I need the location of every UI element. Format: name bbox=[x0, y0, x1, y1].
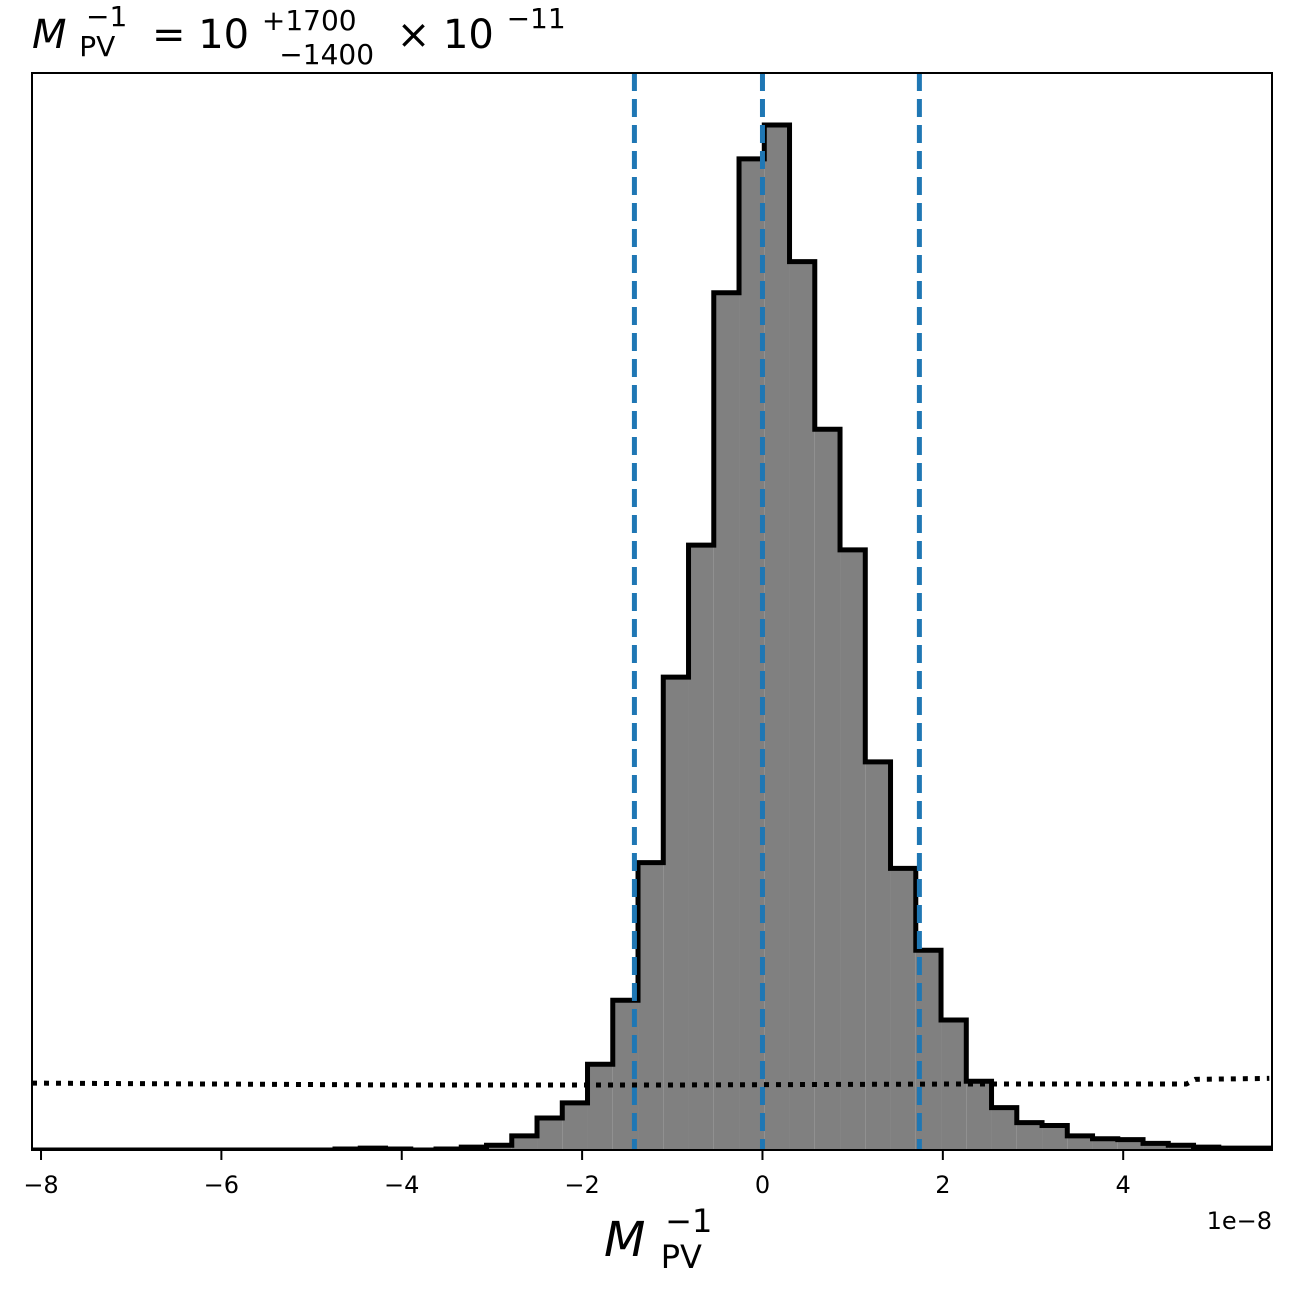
xlabel-sup: −1 bbox=[665, 1202, 712, 1240]
histogram-bar bbox=[890, 868, 916, 1150]
histogram-bar bbox=[562, 1102, 588, 1150]
plot-frame bbox=[31, 72, 1273, 1151]
histogram-bar bbox=[1117, 1139, 1144, 1150]
x-axis: −8 −6 −4 −2 0 2 4 bbox=[23, 1150, 1131, 1199]
chart-title: M PV −1 = 10 +1700 −1400 × 10 −11 bbox=[32, 0, 566, 74]
prior-curve bbox=[32, 1075, 1270, 1088]
title-rhs-prefix: = 10 bbox=[152, 12, 249, 58]
histogram-bar bbox=[865, 761, 891, 1150]
x-tick-label: −4 bbox=[384, 1171, 419, 1199]
histogram-bar bbox=[1067, 1135, 1093, 1150]
histogram-bar bbox=[587, 1064, 613, 1150]
histogram-bar bbox=[688, 545, 714, 1150]
x-axis-label: M PV −1 bbox=[604, 1202, 717, 1280]
xlabel-sub: PV bbox=[661, 1238, 702, 1276]
histogram-bar bbox=[1042, 1125, 1068, 1150]
plot-area bbox=[31, 72, 1273, 1151]
histogram-bar bbox=[1092, 1138, 1118, 1150]
histogram-outline bbox=[32, 122, 1272, 1150]
title-exp: −11 bbox=[507, 2, 566, 35]
x-offset-label: 1e−8 bbox=[1207, 1207, 1272, 1235]
title-upper: +1700 bbox=[262, 4, 357, 37]
histogram-layer bbox=[32, 122, 1272, 1150]
x-tick-label: 0 bbox=[755, 1171, 770, 1199]
histogram-bar bbox=[537, 1117, 563, 1150]
histogram-bar bbox=[511, 1135, 538, 1150]
histogram-bar bbox=[814, 429, 841, 1150]
histogram-bar bbox=[663, 677, 689, 1150]
x-tick-label: −6 bbox=[204, 1171, 239, 1199]
histogram-bar bbox=[764, 125, 790, 1150]
histogram-bar bbox=[789, 261, 815, 1150]
histogram-bar bbox=[638, 862, 664, 1150]
histogram-bar bbox=[1016, 1122, 1043, 1150]
title-times: × 10 bbox=[397, 12, 494, 58]
histogram-bar bbox=[713, 292, 740, 1150]
xlabel-base: M bbox=[604, 1212, 645, 1268]
x-tick-label: 4 bbox=[1116, 1171, 1131, 1199]
title-sup: −1 bbox=[86, 0, 127, 33]
x-tick-label: 2 bbox=[935, 1171, 950, 1199]
histogram-bar bbox=[1143, 1143, 1169, 1150]
title-lower: −1400 bbox=[279, 38, 374, 71]
x-tick-label: −2 bbox=[564, 1171, 599, 1199]
x-tick-label: −8 bbox=[23, 1171, 58, 1199]
xlabel-text: M PV −1 bbox=[604, 1202, 717, 1280]
histogram-bar bbox=[991, 1107, 1017, 1150]
title-text: M PV −1 = 10 +1700 −1400 × 10 −11 bbox=[32, 0, 566, 74]
histogram-bar bbox=[840, 549, 866, 1150]
title-sub: PV bbox=[79, 30, 115, 63]
prior-curve-layer bbox=[32, 1075, 1270, 1088]
credible-interval-lines bbox=[631, 73, 922, 1150]
title-base: M bbox=[32, 12, 67, 58]
histogram-bar bbox=[966, 1081, 992, 1150]
